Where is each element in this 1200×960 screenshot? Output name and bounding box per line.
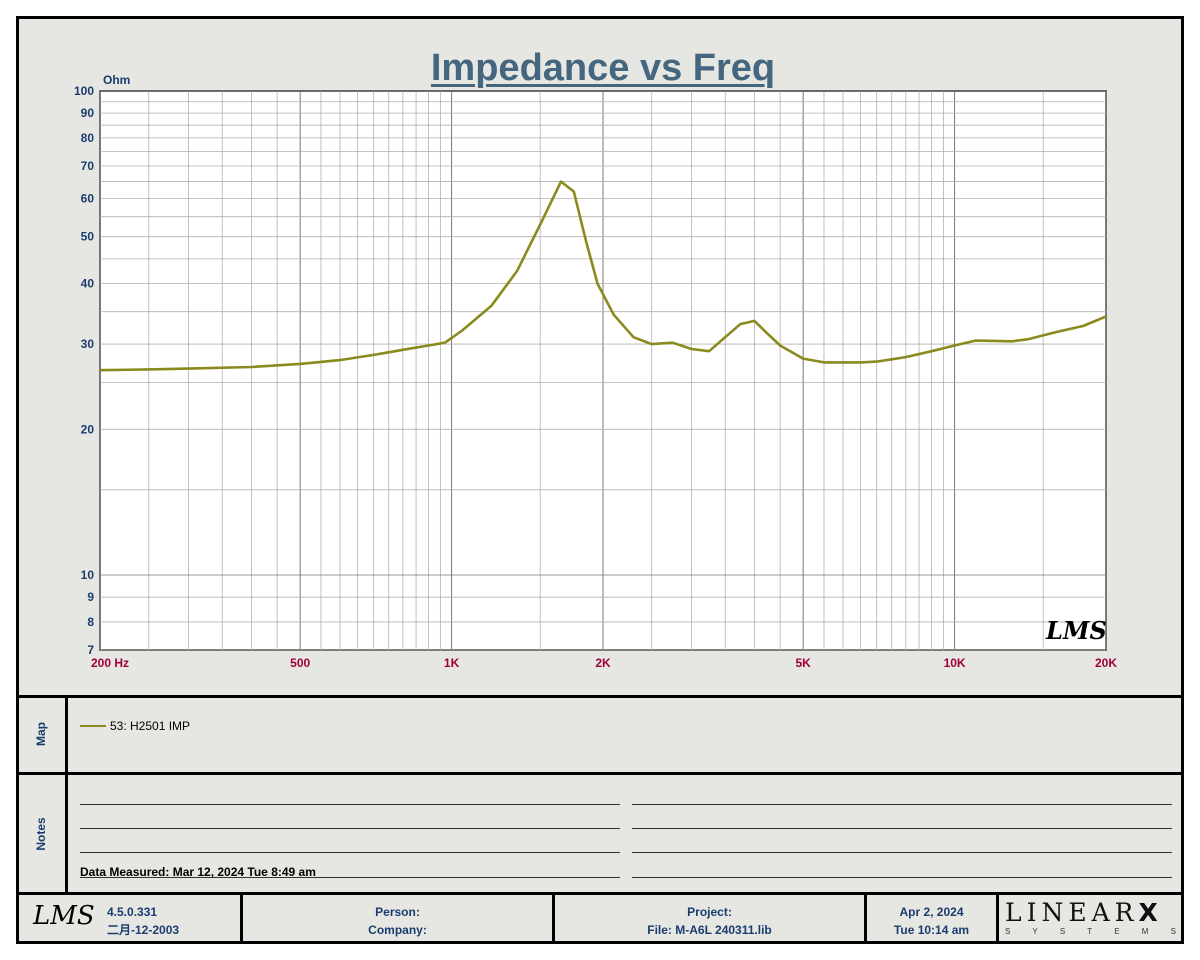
legend-label: 53: H2501 IMP — [110, 719, 191, 733]
linearx-logo: LINEARX S Y S T E M S — [1005, 898, 1186, 941]
x-tick-label: 1K — [444, 656, 460, 670]
date-info: Apr 2, 2024 Tue 10:14 am — [867, 903, 996, 939]
x-tick-label: 20K — [1095, 656, 1117, 670]
y-tick-label: 7 — [87, 643, 94, 657]
report-time: Tue 10:14 am — [893, 923, 970, 937]
lms-logo: LMS — [33, 901, 95, 931]
y-tick-label: 100 — [74, 84, 94, 98]
project-label: Project: — [687, 905, 732, 919]
legend-swatch — [80, 725, 106, 727]
grid — [99, 90, 1107, 651]
y-tick-label: 8 — [87, 615, 94, 629]
x-tick-label: 10K — [944, 656, 966, 670]
y-tick-label: 90 — [81, 106, 95, 120]
y-tick-label: 80 — [81, 131, 95, 145]
legend-item: 53: H2501 IMP — [80, 719, 190, 733]
x-tick-label: 5K — [795, 656, 811, 670]
x-tick-labels: 200 Hz 500 1K 2K 5K 10K 20K — [91, 656, 1117, 670]
person-company: Person: Company: — [243, 903, 552, 939]
project-info: Project: File: M-A6L 240311.lib — [555, 903, 864, 939]
lms-watermark: LMS — [1045, 616, 1107, 645]
page-title: Impedance vs Freq — [430, 47, 776, 89]
impedance-chart: 7 8 9 10 20 30 40 50 60 70 80 90 100 200 Hz 500 1K 2K 5K… — [74, 73, 1117, 670]
y-tick-labels: 7 8 9 10 20 30 40 50 60 70 80 90 100 — [74, 84, 94, 657]
series-group — [99, 180, 1107, 372]
person-label: Person: — [375, 905, 420, 919]
x-tick-label: 2K — [595, 656, 611, 670]
version: 4.5.0.331 — [107, 905, 158, 919]
company-label: Company: — [368, 923, 427, 937]
x-tick-label: 500 — [290, 656, 310, 670]
y-tick-label: 30 — [81, 337, 95, 351]
y-tick-label: 10 — [81, 568, 95, 582]
report-frame: Impedance vs Freq 7 8 9 10 20 30 40 50 60 70 80 90 1… — [16, 16, 1184, 944]
build-date: 二月-12-2003 — [107, 923, 180, 937]
file-label: File: M-A6L 240311.lib — [647, 923, 772, 937]
y-tick-label: 50 — [81, 230, 95, 244]
x-tick-label: 200 Hz — [91, 656, 129, 670]
data-measured: Data Measured: Mar 12, 2024 Tue 8:49 am — [80, 865, 316, 879]
y-tick-label: 20 — [81, 422, 95, 436]
map-label: Map — [34, 722, 48, 746]
y-unit-label: Ohm — [103, 73, 130, 87]
brand-name: LINEAR — [1005, 898, 1139, 927]
series-line — [99, 180, 1107, 372]
brand-x: X — [1138, 898, 1158, 927]
y-tick-label: 40 — [81, 277, 95, 291]
y-tick-label: 70 — [81, 159, 95, 173]
notes-label: Notes — [34, 817, 48, 851]
y-tick-label: 60 — [81, 191, 95, 205]
brand-sub: S Y S T E M S — [1005, 927, 1186, 936]
report-date: Apr 2, 2024 — [899, 905, 964, 919]
y-tick-label: 9 — [87, 590, 94, 604]
version-info: 4.5.0.331 二月-12-2003 — [107, 903, 179, 939]
